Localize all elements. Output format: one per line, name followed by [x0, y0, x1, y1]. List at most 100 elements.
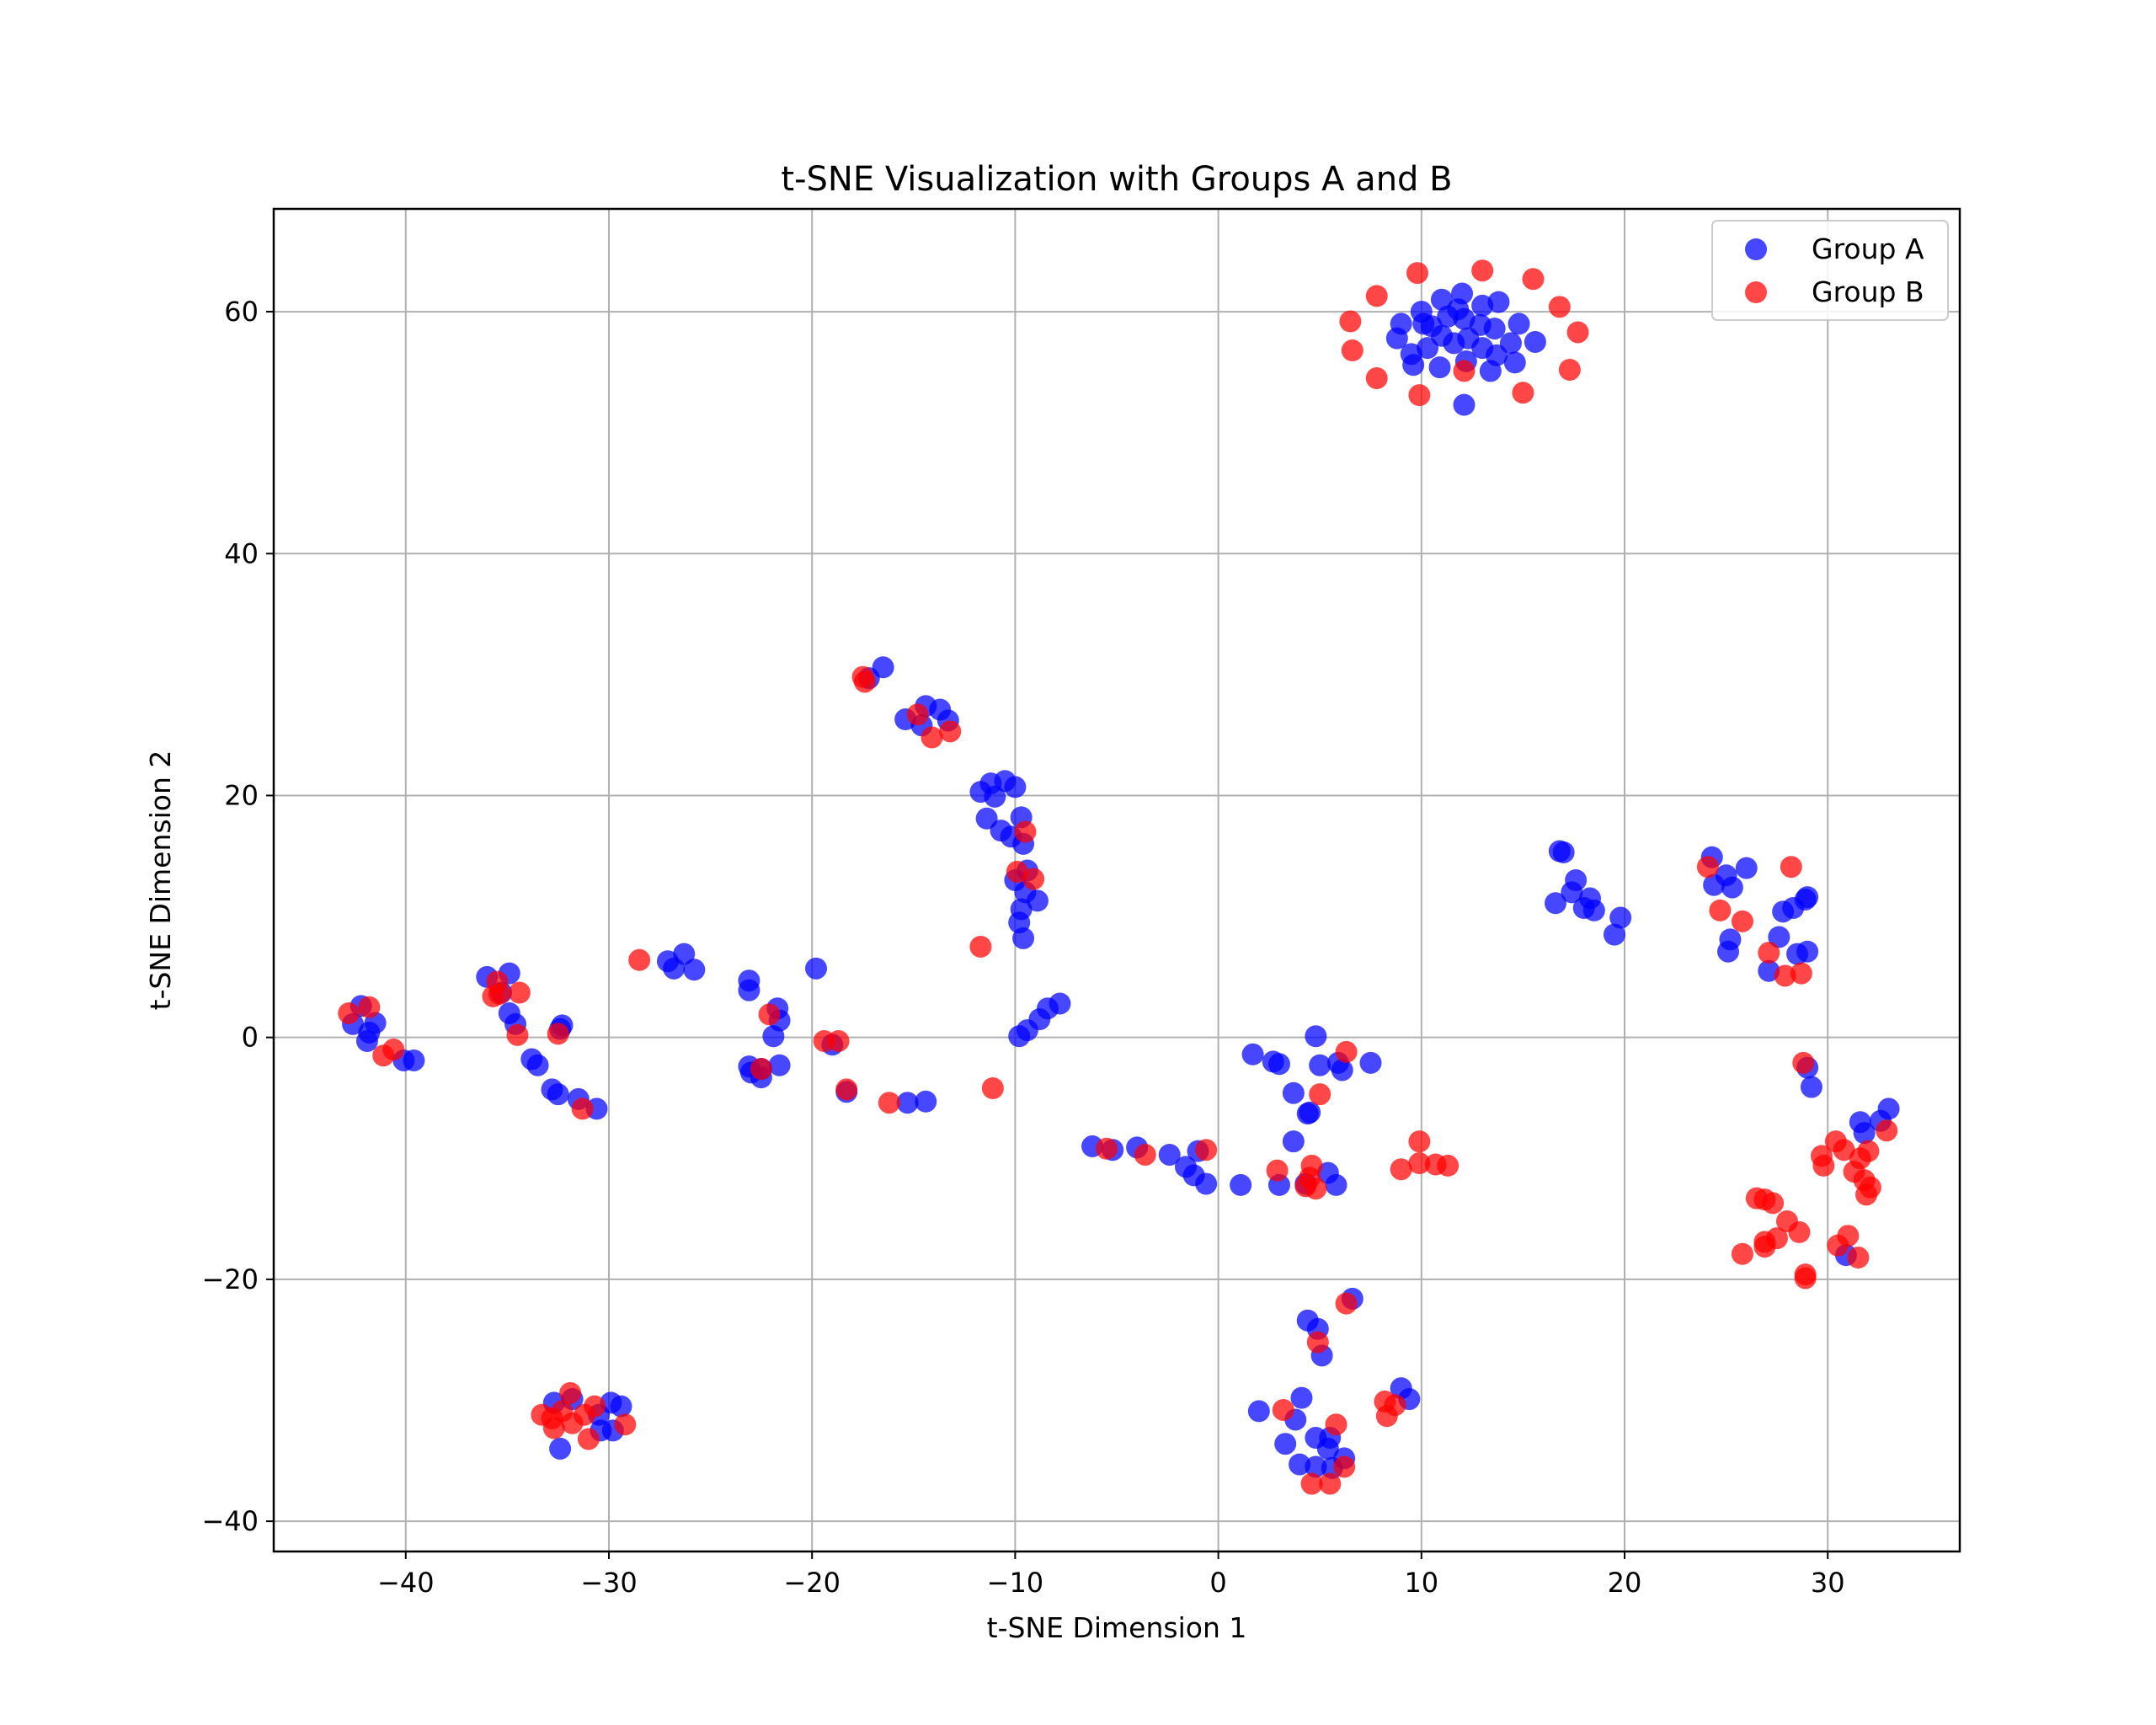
group-b-point: [1335, 1292, 1358, 1315]
group-b-point: [750, 1058, 772, 1081]
group-b-point: [1272, 1398, 1294, 1421]
group-b-point: [571, 1097, 594, 1120]
x-tick-label: 30: [1811, 1567, 1845, 1599]
group-a-point: [1158, 1143, 1181, 1166]
group-a-point: [975, 807, 998, 830]
group-a-point: [768, 1054, 791, 1076]
group-b-point: [853, 670, 876, 693]
group-b-point: [1406, 262, 1428, 285]
group-b-point: [827, 1029, 850, 1052]
group-a-point: [547, 1083, 569, 1106]
group-b-point: [1365, 285, 1388, 307]
group-b-point: [1305, 1178, 1327, 1200]
group-a-point: [1241, 1043, 1264, 1065]
group-b-point: [1859, 1176, 1881, 1199]
group-b-point: [1095, 1137, 1118, 1160]
group-a-point: [1274, 1433, 1297, 1455]
legend-label-group-a: Group A: [1812, 232, 1924, 265]
group-a-point: [1299, 1101, 1321, 1124]
group-a-point: [1853, 1122, 1876, 1145]
group-a-point: [1479, 360, 1502, 382]
group-b-point: [559, 1381, 582, 1404]
group-a-point: [1008, 1025, 1031, 1048]
group-a-point: [762, 1025, 785, 1048]
group-b-point: [1390, 1158, 1412, 1181]
y-axis-label: t-SNE Dimension 2: [144, 750, 177, 1011]
x-tick-label: −10: [987, 1567, 1044, 1599]
group-a-point: [1487, 291, 1510, 313]
group-b-point: [1731, 1242, 1753, 1265]
group-b-point: [1512, 382, 1534, 404]
group-b-point: [1765, 1227, 1788, 1250]
group-b-point: [1384, 1394, 1406, 1417]
group-a-point: [1290, 1386, 1313, 1409]
group-a-point: [1499, 332, 1522, 355]
group-a-point: [403, 1049, 425, 1071]
group-a-point: [1508, 312, 1530, 335]
group-a-point: [1282, 1130, 1305, 1153]
group-b-point: [1325, 1413, 1348, 1436]
group-b-point: [758, 1003, 781, 1026]
group-a-point: [1247, 1400, 1270, 1423]
group-b-point: [1774, 964, 1796, 987]
group-a-point: [1735, 857, 1758, 879]
group-b-point: [1134, 1143, 1156, 1166]
group-a-point: [610, 1395, 632, 1418]
group-a-point: [1603, 923, 1625, 946]
group-a-point: [805, 957, 828, 980]
group-b-point: [1339, 310, 1362, 333]
group-b-point: [1548, 296, 1571, 318]
group-b-point: [547, 1023, 569, 1045]
group-b-point: [1847, 1247, 1870, 1269]
group-b-point: [1022, 868, 1045, 890]
group-a-point: [1289, 1453, 1311, 1476]
group-a-point: [1796, 886, 1819, 909]
group-b-point: [939, 720, 962, 743]
group-a-point: [1004, 776, 1027, 798]
data-points: [338, 259, 1900, 1495]
group-b-point: [1266, 1159, 1289, 1182]
group-a-point: [1786, 943, 1809, 965]
group-a-point: [1447, 298, 1470, 321]
group-b-point: [906, 703, 929, 726]
group-b-point: [1857, 1140, 1880, 1162]
group-a-point: [683, 959, 706, 981]
group-b-point: [1335, 1040, 1358, 1063]
group-a-point: [1230, 1173, 1252, 1196]
group-a-point: [1267, 1053, 1290, 1076]
group-b-point: [1014, 820, 1037, 843]
group-a-point: [1305, 1025, 1327, 1048]
group-b-point: [506, 1023, 529, 1046]
group-a-point: [549, 1437, 572, 1460]
x-axis-label: t-SNE Dimension 1: [987, 1611, 1247, 1644]
group-b-point: [1758, 942, 1780, 964]
group-b-point: [1453, 360, 1476, 382]
group-b-point: [1837, 1225, 1860, 1247]
group-b-point: [1790, 962, 1812, 985]
group-a-point: [1717, 940, 1740, 963]
group-b-point: [1341, 339, 1364, 362]
legend: Group A Group B: [1711, 220, 1949, 321]
group-b-point: [1471, 259, 1494, 282]
y-tick-label: −20: [201, 1263, 259, 1295]
group-b-point: [1522, 268, 1545, 291]
group-b-point: [1437, 1154, 1460, 1177]
group-a-point: [1428, 356, 1451, 379]
group-b-point: [1566, 321, 1589, 344]
group-b-point: [628, 948, 651, 971]
group-b-point: [1696, 856, 1719, 879]
group-a-point: [1331, 1059, 1353, 1081]
group-a-point: [915, 1090, 937, 1113]
group-b-point: [1365, 367, 1388, 390]
legend-box: [1711, 220, 1949, 321]
group-a-point: [1305, 1455, 1327, 1478]
group-a-point: [1768, 926, 1790, 948]
group-a-point: [1430, 288, 1453, 311]
legend-marker-group-a: [1745, 238, 1767, 260]
y-tick-label: 40: [224, 537, 259, 569]
group-b-point: [1408, 384, 1431, 407]
group-a-point: [1309, 1054, 1331, 1076]
group-a-point: [1721, 876, 1743, 899]
group-b-point: [835, 1078, 858, 1101]
